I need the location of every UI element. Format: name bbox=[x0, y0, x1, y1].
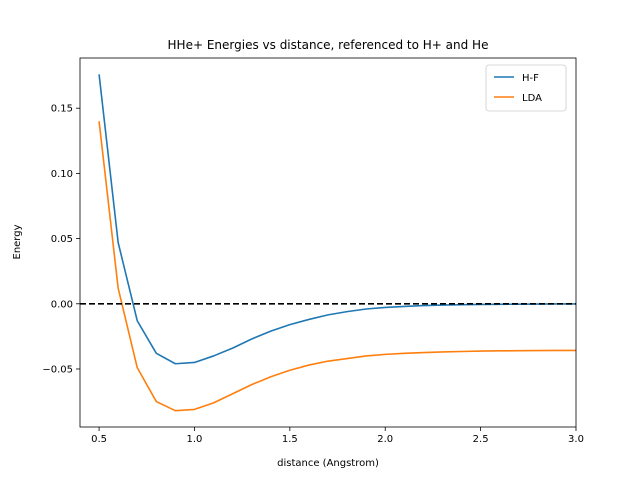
legend-label: LDA bbox=[522, 93, 542, 104]
y-axis-ticks: −0.05 0.00 0.05 0.10 0.15 bbox=[42, 104, 80, 375]
x-tick-label: 1.0 bbox=[187, 434, 203, 445]
x-axis-label: distance (Angstrom) bbox=[277, 458, 379, 469]
plot-frame bbox=[79, 57, 577, 428]
x-tick-label: 3.0 bbox=[568, 434, 584, 445]
x-tick-label: 1.5 bbox=[282, 434, 298, 445]
y-tick-label: 0.10 bbox=[51, 169, 73, 180]
y-tick-label: 0.00 bbox=[51, 299, 73, 310]
series-layer bbox=[98, 74, 576, 412]
y-tick-label: 0.15 bbox=[51, 104, 73, 115]
legend: H-F LDA bbox=[485, 64, 567, 112]
legend-box bbox=[485, 64, 567, 112]
y-tick-label: 0.05 bbox=[51, 234, 73, 245]
x-axis-ticks: 0.5 1.0 1.5 2.0 2.5 3.0 bbox=[91, 427, 584, 445]
x-tick-label: 2.0 bbox=[377, 434, 393, 445]
series-line-lda bbox=[98, 121, 576, 412]
chart-title: HHe+ Energies vs distance, referenced to… bbox=[168, 38, 489, 52]
y-axis-label: Energy bbox=[12, 224, 23, 259]
x-tick-label: 0.5 bbox=[91, 434, 107, 445]
legend-label: H-F bbox=[522, 73, 539, 84]
y-tick-label: −0.05 bbox=[42, 364, 73, 375]
x-tick-label: 2.5 bbox=[473, 434, 489, 445]
series-line-h-f bbox=[98, 74, 576, 365]
